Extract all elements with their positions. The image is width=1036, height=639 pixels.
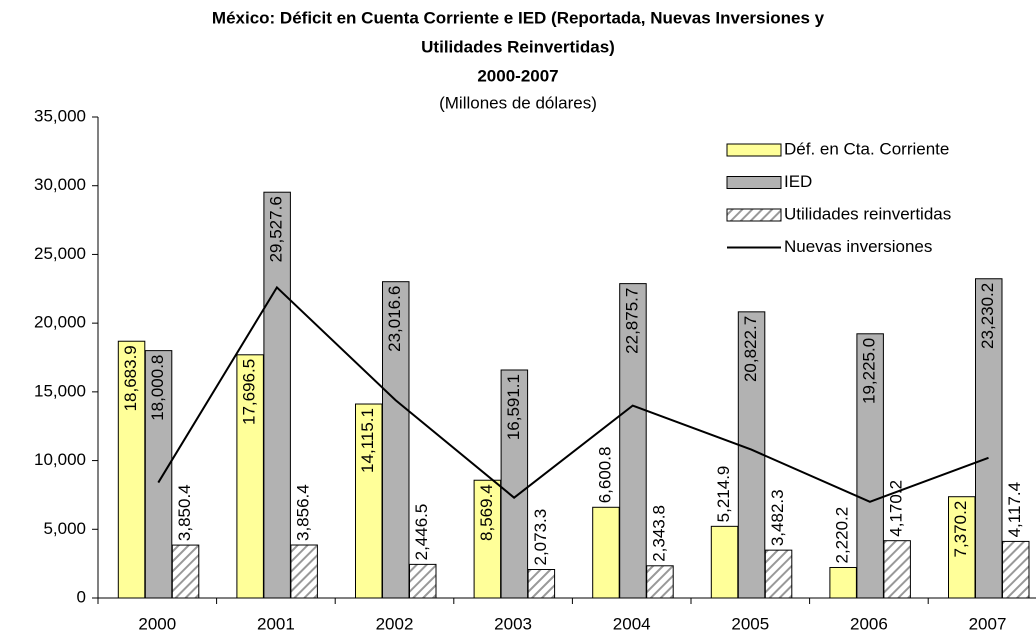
y-tick-label: 10,000 bbox=[34, 450, 86, 469]
y-tick-label: 30,000 bbox=[34, 175, 86, 194]
y-tick-label: 20,000 bbox=[34, 313, 86, 332]
y-tick-label: 0 bbox=[77, 587, 86, 606]
data-label: 3,856.4 bbox=[294, 484, 313, 541]
data-label: 3,850.4 bbox=[175, 484, 194, 541]
legend-swatch bbox=[726, 208, 782, 222]
bar bbox=[883, 540, 911, 599]
data-label: 2,073.3 bbox=[531, 509, 550, 566]
y-tick-label: 5,000 bbox=[43, 519, 86, 538]
data-label: 18,000.8 bbox=[148, 355, 167, 421]
data-label: 8,569.4 bbox=[477, 484, 496, 541]
data-label: 2,446.5 bbox=[412, 504, 431, 561]
bar bbox=[619, 283, 647, 599]
y-tick-label: 35,000 bbox=[34, 106, 86, 125]
bar bbox=[829, 566, 857, 599]
bar bbox=[290, 544, 318, 599]
bar bbox=[171, 544, 200, 599]
data-label: 5,214.9 bbox=[714, 466, 733, 523]
bar bbox=[1002, 540, 1030, 599]
legend-label: Nuevas inversiones bbox=[784, 237, 932, 256]
data-label: 22,875.7 bbox=[622, 288, 641, 354]
legend-label: Utilidades reinvertidas bbox=[784, 204, 951, 223]
bar bbox=[144, 350, 173, 599]
legend-swatch bbox=[726, 176, 782, 189]
legend-label: Déf. en Cta. Corriente bbox=[784, 139, 949, 158]
line bbox=[157, 285, 989, 503]
x-tick-label: 2001 bbox=[257, 614, 295, 633]
legend-label: IED bbox=[784, 172, 812, 191]
x-tick-label: 2005 bbox=[731, 614, 769, 633]
bar bbox=[856, 333, 884, 599]
legend-swatch bbox=[726, 143, 782, 157]
bar bbox=[710, 525, 739, 599]
data-label: 23,016.6 bbox=[385, 286, 404, 352]
chart-title: Utilidades Reinvertidas) bbox=[421, 37, 615, 56]
data-label: 17,696.5 bbox=[240, 359, 259, 425]
x-tick-label: 2004 bbox=[613, 614, 651, 633]
x-tick-label: 2006 bbox=[850, 614, 888, 633]
data-label: 29,527.6 bbox=[267, 196, 286, 262]
bar bbox=[527, 569, 556, 599]
data-label: 16,591.1 bbox=[504, 374, 523, 440]
chart-subtitle: (Millones de dólares) bbox=[439, 93, 597, 112]
data-label: 20,822.7 bbox=[741, 316, 760, 382]
data-label: 18,683.9 bbox=[121, 345, 140, 411]
data-label: 6,600.8 bbox=[595, 447, 614, 504]
data-label: 23,230.2 bbox=[978, 283, 997, 349]
data-label: 4,170.2 bbox=[887, 480, 906, 537]
bar bbox=[236, 354, 264, 599]
x-tick-label: 2002 bbox=[376, 614, 414, 633]
data-label: 2,220.2 bbox=[833, 507, 852, 564]
bar bbox=[975, 278, 1003, 599]
data-label: 19,225.0 bbox=[860, 338, 879, 404]
bar bbox=[382, 281, 410, 599]
bar bbox=[592, 506, 620, 599]
bar bbox=[646, 565, 674, 599]
data-label: 14,115.1 bbox=[358, 408, 377, 473]
y-tick-label: 15,000 bbox=[34, 381, 86, 400]
data-label: 4,117.4 bbox=[1005, 482, 1024, 537]
x-tick-label: 2000 bbox=[138, 614, 176, 633]
bar bbox=[473, 479, 502, 599]
y-tick-label: 25,000 bbox=[34, 244, 86, 263]
x-tick-label: 2003 bbox=[494, 614, 532, 633]
data-label: 2,343.8 bbox=[649, 505, 668, 562]
bar bbox=[409, 563, 437, 599]
data-label: 7,370.2 bbox=[951, 501, 970, 558]
bar bbox=[500, 369, 529, 599]
chart-title: 2000-2007 bbox=[477, 66, 558, 85]
bar bbox=[764, 549, 793, 599]
x-tick-label: 2007 bbox=[969, 614, 1007, 633]
data-label: 3,482.3 bbox=[768, 489, 787, 546]
chart-title: México: Déficit en Cuenta Corriente e IE… bbox=[212, 8, 825, 27]
bar bbox=[263, 191, 291, 599]
